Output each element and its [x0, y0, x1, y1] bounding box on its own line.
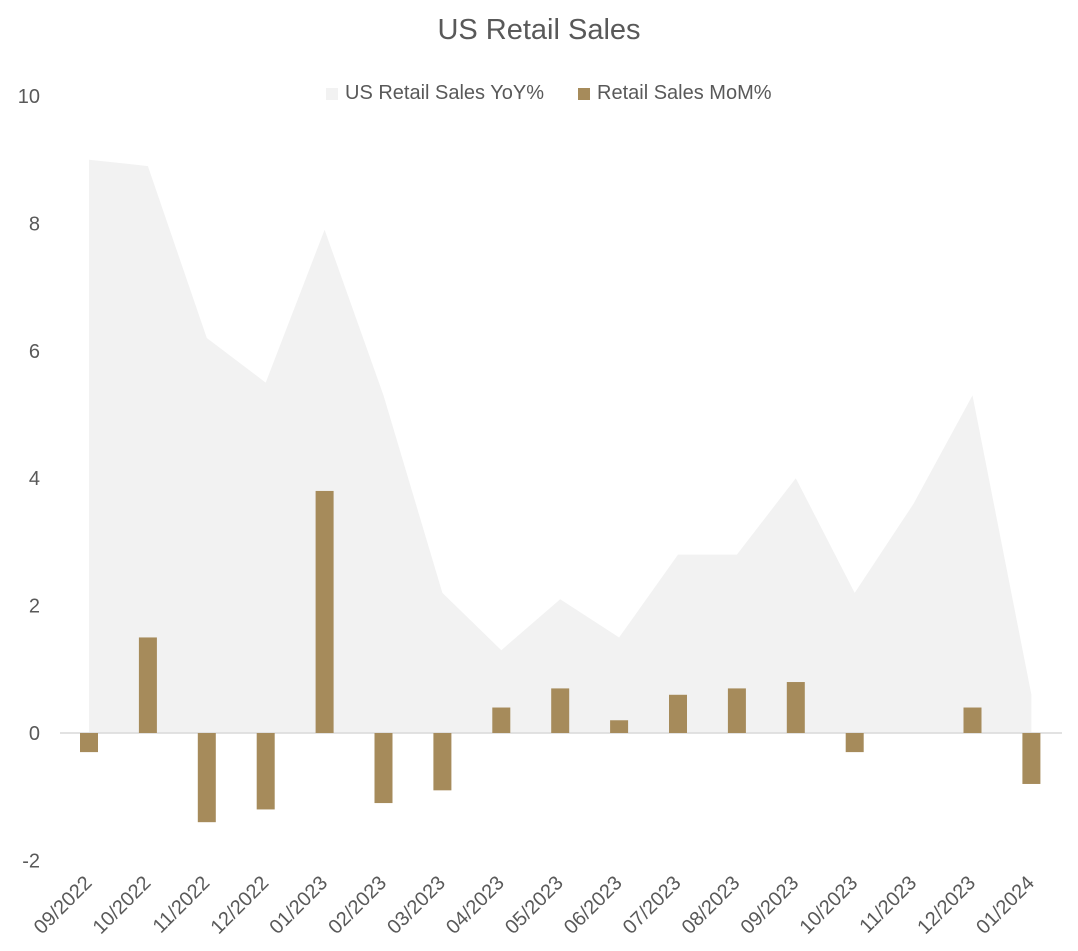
bar-mom-06-2023	[610, 720, 629, 733]
bar-mom-01-2024	[1022, 733, 1041, 784]
bar-mom-10-2022	[138, 637, 157, 733]
bar-mom-07-2023	[669, 694, 687, 733]
chart-legend: US Retail Sales YoY% Retail Sales MoM%	[326, 82, 806, 105]
bar-mom-11-2022	[197, 733, 216, 823]
x-tick-label-12-2023: 12/2023	[913, 872, 980, 939]
y-tick-label-6: 6	[29, 341, 40, 363]
chart-title: US Retail Sales	[437, 14, 641, 46]
bar-mom-01-2023	[315, 490, 334, 733]
y-tick-label-neg2: -2	[22, 850, 40, 872]
x-tick-label-12-2022: 12/2022	[207, 872, 274, 939]
x-tick-label-11-2023: 11/2023	[856, 872, 922, 938]
legend-swatch-yoy	[326, 87, 338, 100]
y-tick-label-4: 4	[29, 468, 40, 490]
y-tick-label-2: 2	[29, 596, 40, 618]
x-tick-label-03-2023: 03/2023	[383, 872, 450, 939]
area-series-yoy	[89, 159, 1032, 733]
x-tick-label-07-2023: 07/2023	[619, 872, 686, 939]
bar-mom-02-2023	[374, 733, 393, 804]
legend-item-yoy: US Retail Sales YoY%	[326, 82, 544, 105]
x-tick-label-10-2022: 10/2022	[89, 872, 156, 939]
bar-mom-08-2023	[727, 688, 746, 733]
x-tick-label-05-2023: 05/2023	[501, 872, 568, 939]
x-tick-label-09-2023: 09/2023	[737, 872, 804, 939]
legend-label-mom: Retail Sales MoM%	[597, 82, 772, 104]
x-tick-label-04-2023: 04/2023	[442, 872, 509, 939]
bar-mom-05-2023	[551, 688, 570, 733]
y-tick-label-8: 8	[29, 213, 40, 235]
legend-label-yoy: US Retail Sales YoY%	[345, 82, 545, 104]
legend-swatch-mom	[578, 87, 591, 100]
bar-mom-10-2023	[845, 733, 864, 753]
bar-mom-03-2023	[433, 733, 452, 791]
x-tick-label-08-2023: 08/2023	[678, 872, 745, 939]
bar-mom-09-2022	[80, 733, 98, 753]
x-tick-label-02-2023: 02/2023	[324, 872, 391, 939]
x-tick-label-11-2022: 11/2022	[149, 872, 215, 938]
x-tick-label-10-2023: 10/2023	[796, 872, 863, 939]
legend-item-mom: Retail Sales MoM%	[578, 82, 772, 105]
x-tick-label-01-2023: 01/2023	[265, 872, 332, 939]
bar-mom-12-2022	[256, 733, 275, 810]
bar-mom-12-2023	[963, 707, 982, 733]
y-tick-label-10: 10	[18, 86, 40, 108]
x-tick-label-01-2024: 01/2024	[972, 872, 1039, 939]
bar-mom-09-2023	[786, 682, 805, 733]
bar-mom-04-2023	[492, 707, 511, 733]
y-tick-label-0: 0	[29, 723, 40, 745]
x-tick-label-06-2023: 06/2023	[560, 872, 627, 939]
x-tick-label-09-2022: 09/2022	[30, 872, 97, 939]
